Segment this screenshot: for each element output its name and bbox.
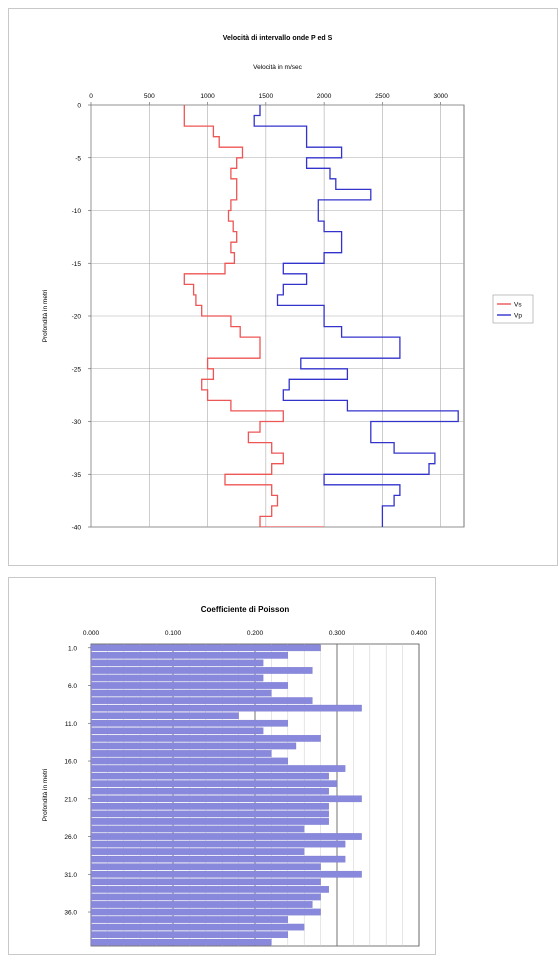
bar (90, 712, 239, 720)
bar (90, 833, 362, 840)
bar (90, 916, 288, 923)
y-tick-label: 1.0 (68, 645, 77, 652)
bar (90, 780, 338, 787)
bar (90, 870, 362, 878)
bar (90, 908, 321, 916)
y-tick-label: -20 (72, 314, 82, 321)
x-tick-label: 0.000 (83, 630, 100, 637)
x-tick-label: 1500 (259, 93, 274, 100)
velocity-chart: Velocità di intervallo onde P ed S Veloci… (42, 35, 534, 532)
bar (90, 848, 305, 855)
bar (90, 931, 288, 938)
bar (90, 893, 321, 901)
y-tick-label: 36.0 (64, 910, 77, 917)
y-axis-label: Profondità in metri (42, 290, 49, 343)
bar (90, 863, 321, 871)
bar (90, 810, 329, 818)
bar (90, 795, 362, 803)
x-tick-label: 2500 (375, 93, 390, 100)
bar (90, 825, 305, 833)
bar (90, 704, 362, 712)
bar (90, 735, 321, 742)
bar (90, 667, 313, 674)
bar (90, 765, 346, 772)
y-tick-label: 21.0 (64, 796, 77, 803)
x-tick-label: 500 (144, 93, 155, 100)
bar (90, 818, 329, 825)
bar (90, 757, 288, 765)
bar (90, 750, 272, 757)
bar (90, 878, 321, 886)
bar (90, 840, 346, 848)
y-tick-label: -25 (72, 366, 82, 373)
bar (90, 689, 272, 697)
bar (90, 659, 264, 667)
y-tick-label: -30 (72, 419, 82, 426)
y-axis-label: Profondità in metri (42, 769, 49, 822)
y-tick-label: 0 (77, 103, 81, 110)
bar (90, 772, 329, 780)
bar (90, 652, 288, 659)
velocity-chart-panel: Velocità di intervallo onde P ed S Veloci… (8, 8, 558, 566)
x-tick-label: 0 (89, 93, 93, 100)
y-tick-label: 6.0 (68, 683, 77, 690)
bar (90, 901, 313, 908)
y-tick-label: -35 (72, 472, 82, 479)
x-tick-label: 0.100 (165, 630, 182, 637)
bar (90, 727, 264, 735)
x-tick-label: 0.200 (247, 630, 264, 637)
bar (90, 742, 297, 750)
x-tick-label: 0.300 (329, 630, 346, 637)
series-line-vs (183, 105, 325, 527)
y-tick-label: -10 (72, 208, 82, 215)
legend-box (492, 294, 534, 324)
x-tick-label: 0.400 (411, 630, 428, 637)
y-tick-label: 31.0 (64, 872, 77, 879)
x-tick-label: 3000 (433, 93, 448, 100)
x-axis-label: Velocità in m/sec (253, 64, 303, 71)
y-tick-label: -40 (72, 525, 82, 532)
x-tick-label: 1000 (200, 93, 215, 100)
bar (90, 719, 288, 727)
series-line-vp (253, 105, 459, 527)
legend-label-vs: Vs (514, 302, 522, 309)
poisson-chart-panel: Coefficiente di Poisson 0.000 0.100 0.200 0.… (8, 577, 436, 955)
bar (90, 697, 313, 704)
y-tick-label: 11.0 (65, 721, 78, 728)
y-tick-label: -5 (75, 155, 81, 162)
legend-label-vp: Vp (514, 313, 522, 320)
bar (90, 855, 346, 863)
bar (90, 802, 329, 810)
bar (90, 923, 305, 931)
bar (90, 682, 288, 689)
bar (90, 886, 329, 893)
y-tick-label: 26.0 (64, 834, 77, 841)
bar (90, 938, 272, 946)
chart-title: Coefficiente di Poisson (201, 605, 290, 614)
x-tick-label: 2000 (317, 93, 332, 100)
bar (90, 644, 321, 652)
bar (90, 787, 329, 795)
y-tick-label: 16.0 (64, 759, 77, 766)
bar (90, 674, 264, 682)
poisson-chart: Coefficiente di Poisson 0.000 0.100 0.200 0.… (42, 605, 428, 947)
y-tick-label: -15 (72, 261, 82, 268)
chart-title: Velocità di intervallo onde P ed S (223, 35, 333, 42)
